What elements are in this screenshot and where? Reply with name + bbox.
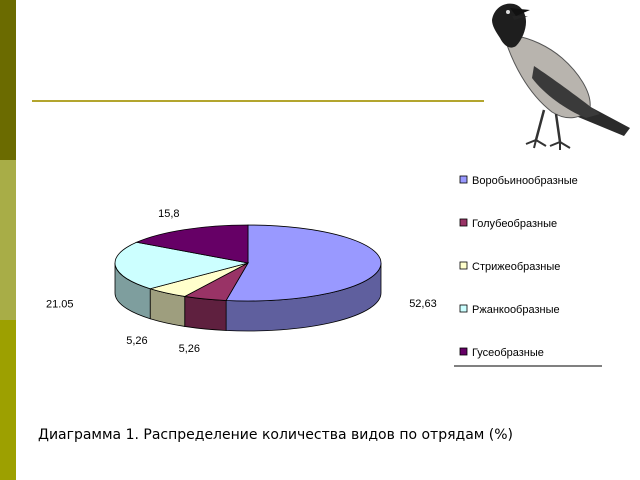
data-label-2: 5,26 — [126, 335, 147, 347]
legend-label-2: Стрижеобразные — [472, 261, 560, 273]
legend-swatch-4 — [459, 347, 468, 356]
crow-illustration — [492, 3, 630, 150]
data-label-3: 21.05 — [46, 298, 74, 310]
legend: Воробьинообразные Голубеобразные Стрижеобр… — [454, 175, 602, 367]
side-bar-middle — [0, 160, 16, 320]
legend-swatch-1 — [459, 218, 468, 227]
data-label-4: 15,8 — [158, 208, 179, 220]
pie-side-1 — [184, 295, 227, 331]
legend-label-3: Ржанкообразные — [472, 304, 560, 316]
pie-slice-4 — [135, 224, 249, 264]
pie-labels: 52,63 5,26 5,26 21.05 15,8 — [46, 208, 437, 355]
legend-swatch-0 — [459, 175, 468, 184]
legend-label-4: Гусеобразные — [472, 347, 544, 359]
legend-swatch-3 — [459, 304, 468, 313]
side-bar-top — [0, 0, 16, 160]
data-label-0: 52,63 — [409, 298, 437, 310]
legend-label-0: Воробьинообразные — [472, 175, 578, 187]
pie-slice-3 — [114, 241, 249, 290]
title-rule — [32, 100, 484, 102]
data-label-1: 5,26 — [179, 343, 200, 355]
chart-caption: Диаграмма 1. Распределение количества ви… — [38, 427, 514, 443]
legend-swatch-2 — [459, 261, 468, 270]
legend-label-1: Голубеобразные — [472, 218, 557, 230]
pie-slice-0 — [225, 224, 382, 302]
pie-top — [114, 224, 382, 302]
side-bar-bottom — [0, 320, 16, 480]
